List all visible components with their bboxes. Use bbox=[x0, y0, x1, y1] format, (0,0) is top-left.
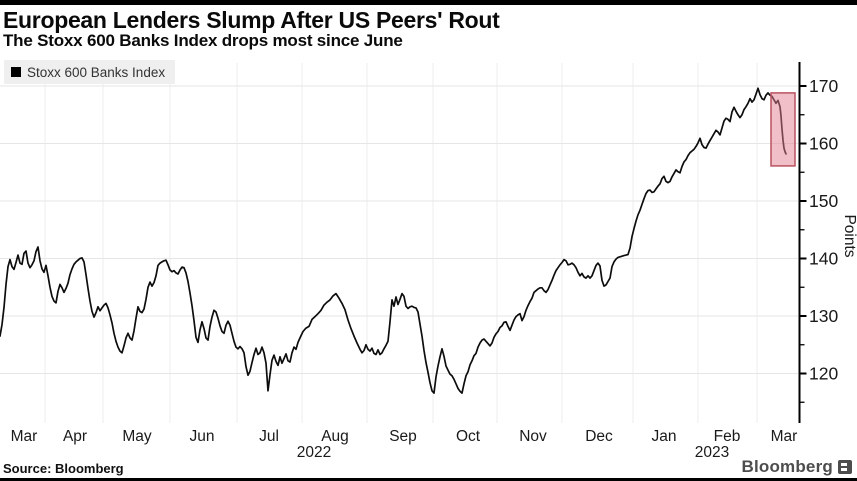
x-month-label: Mar bbox=[11, 428, 38, 445]
x-month-label: Mar bbox=[771, 428, 798, 445]
y-tick-label: 140 bbox=[809, 249, 838, 269]
bottom-accent-bar bbox=[0, 478, 857, 481]
x-month-label: Aug bbox=[321, 428, 349, 445]
y-tick-label: 150 bbox=[809, 191, 838, 211]
top-accent-bar bbox=[0, 0, 857, 5]
page-title: European Lenders Slump After US Peers' R… bbox=[3, 7, 500, 33]
x-year-label: 2023 bbox=[695, 444, 729, 461]
y-axis-title: Points bbox=[841, 214, 857, 257]
page-subtitle: The Stoxx 600 Banks Index drops most sin… bbox=[3, 31, 403, 50]
x-month-label: Feb bbox=[714, 428, 741, 445]
y-tick-label: 130 bbox=[809, 306, 838, 326]
y-tick-label: 120 bbox=[809, 364, 838, 384]
x-month-label: Dec bbox=[585, 428, 613, 445]
x-month-label: Sep bbox=[389, 428, 417, 445]
x-month-label: Jan bbox=[652, 428, 677, 445]
y-tick-label: 160 bbox=[809, 134, 838, 154]
x-month-label: Jul bbox=[259, 428, 279, 445]
x-month-label: Apr bbox=[63, 428, 87, 445]
drop-highlight-box bbox=[770, 92, 796, 167]
x-month-label: Oct bbox=[456, 428, 481, 445]
bloomberg-wordmark: Bloomberg bbox=[741, 457, 833, 476]
x-month-label: Jun bbox=[190, 428, 215, 445]
bloomberg-mark-icon bbox=[838, 460, 852, 474]
x-month-label: May bbox=[122, 428, 152, 445]
legend-label: Stoxx 600 Banks Index bbox=[27, 64, 166, 80]
x-year-label: 2022 bbox=[297, 444, 331, 461]
series-line bbox=[0, 87, 787, 394]
source-label: Source: Bloomberg bbox=[3, 461, 124, 476]
x-month-label: Nov bbox=[519, 428, 547, 445]
legend: Stoxx 600 Banks Index bbox=[4, 60, 176, 84]
bloomberg-logo: Bloomberg bbox=[741, 457, 852, 477]
legend-swatch-icon bbox=[11, 67, 21, 77]
y-tick-label: 170 bbox=[809, 76, 838, 96]
